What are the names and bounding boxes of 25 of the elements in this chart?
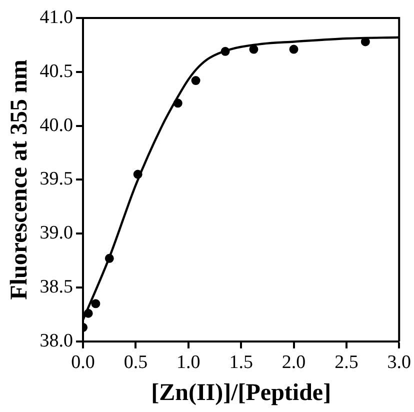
y-tick-label: 39.5: [40, 168, 74, 190]
y-axis-title: Fluorescence at 355 nm: [6, 60, 33, 300]
point: [133, 170, 142, 179]
x-tick-label: 2.5: [334, 352, 358, 373]
x-tick-label: 2.0: [282, 352, 306, 373]
y-tick-label: 40.5: [40, 60, 74, 82]
x-tick-label: 0.0: [71, 352, 95, 373]
point: [84, 308, 93, 318]
x-tick-label: 3.0: [387, 352, 411, 373]
point: [91, 299, 100, 308]
point: [249, 44, 258, 54]
x-tick-label: 1.0: [176, 352, 200, 373]
point: [104, 254, 114, 263]
point: [173, 98, 182, 108]
x-axis-title: [Zn(II)]/[Peptide]: [151, 380, 332, 406]
y-tick-label: 38.0: [40, 330, 74, 352]
y-tick-label: 40.0: [40, 114, 74, 136]
point: [220, 46, 230, 56]
y-tick-label: 41.0: [40, 6, 74, 28]
point: [289, 44, 298, 54]
y-tick-label: 39.0: [40, 222, 74, 244]
point: [191, 76, 200, 86]
x-tick-label: 1.5: [229, 352, 253, 373]
y-tick-label: 38.5: [40, 276, 74, 298]
x-tick-label: 0.5: [124, 352, 148, 373]
